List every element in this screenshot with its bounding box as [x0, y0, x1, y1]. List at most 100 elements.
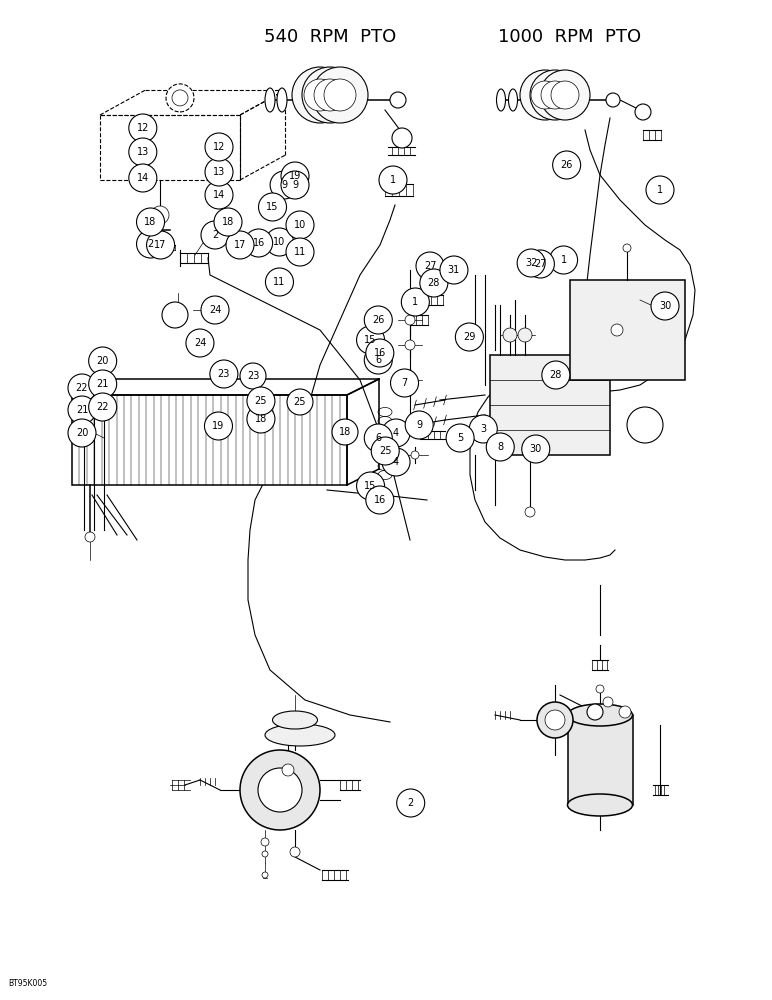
Circle shape [405, 315, 415, 325]
Circle shape [282, 764, 294, 776]
Text: 21: 21 [76, 405, 88, 415]
Text: 10: 10 [294, 220, 306, 230]
Circle shape [304, 79, 336, 111]
Circle shape [603, 697, 613, 707]
Circle shape [542, 361, 570, 389]
Circle shape [392, 128, 412, 148]
Circle shape [619, 706, 631, 718]
Circle shape [166, 84, 194, 112]
Text: 26: 26 [560, 160, 573, 170]
Circle shape [68, 374, 96, 402]
Bar [72, 395, 347, 485]
Circle shape [89, 393, 117, 421]
Text: 6: 6 [375, 433, 381, 443]
Circle shape [286, 211, 314, 239]
Circle shape [525, 507, 535, 517]
Text: 23: 23 [218, 369, 230, 379]
Circle shape [245, 229, 273, 257]
Circle shape [405, 411, 433, 439]
Text: 31: 31 [448, 265, 460, 275]
Circle shape [247, 405, 275, 433]
Text: 24: 24 [194, 338, 206, 348]
Circle shape [550, 246, 577, 274]
Text: 15: 15 [364, 481, 377, 491]
Circle shape [541, 81, 569, 109]
Circle shape [89, 370, 117, 398]
Text: 28: 28 [550, 370, 562, 380]
Circle shape [405, 375, 415, 385]
Circle shape [545, 710, 565, 730]
Text: 2: 2 [147, 239, 154, 249]
Text: 14: 14 [213, 190, 225, 200]
Circle shape [240, 750, 320, 830]
Circle shape [266, 268, 293, 296]
Ellipse shape [265, 88, 275, 112]
Circle shape [266, 228, 293, 256]
Text: 25: 25 [294, 397, 306, 407]
Text: 20: 20 [76, 428, 88, 438]
Circle shape [314, 79, 346, 111]
Circle shape [537, 702, 573, 738]
Text: 24: 24 [208, 305, 222, 315]
Text: 1: 1 [560, 255, 567, 265]
Circle shape [405, 340, 415, 350]
Circle shape [522, 435, 550, 463]
Circle shape [623, 244, 631, 252]
Text: 12: 12 [137, 123, 149, 133]
Text: 22: 22 [96, 402, 109, 412]
Circle shape [162, 302, 188, 328]
Text: 29: 29 [463, 332, 476, 342]
Circle shape [520, 70, 570, 120]
Ellipse shape [277, 88, 287, 112]
Circle shape [89, 347, 117, 375]
Circle shape [646, 176, 674, 204]
Circle shape [486, 433, 514, 461]
Ellipse shape [509, 89, 517, 111]
Circle shape [240, 363, 266, 389]
Circle shape [261, 838, 269, 846]
Ellipse shape [567, 794, 632, 816]
Circle shape [587, 704, 603, 720]
Circle shape [527, 250, 554, 278]
Circle shape [214, 208, 242, 236]
Circle shape [172, 90, 188, 106]
Circle shape [411, 451, 419, 459]
Text: 20: 20 [96, 356, 109, 366]
Circle shape [262, 872, 268, 878]
Circle shape [205, 158, 233, 186]
Circle shape [137, 230, 164, 258]
Circle shape [364, 346, 392, 374]
Circle shape [382, 419, 410, 447]
Circle shape [151, 206, 169, 224]
Circle shape [205, 412, 232, 440]
Text: 9: 9 [416, 420, 422, 430]
Circle shape [553, 151, 581, 179]
Text: 15: 15 [364, 335, 377, 345]
Circle shape [411, 426, 419, 434]
Circle shape [551, 81, 579, 109]
Text: 16: 16 [252, 238, 265, 248]
Circle shape [446, 424, 474, 452]
Text: 9: 9 [281, 180, 287, 190]
Circle shape [68, 396, 96, 424]
Text: 15: 15 [266, 202, 279, 212]
Circle shape [332, 419, 358, 445]
Text: 16: 16 [374, 495, 386, 505]
Circle shape [540, 70, 590, 120]
Circle shape [286, 238, 314, 266]
Circle shape [364, 424, 392, 452]
Circle shape [503, 328, 517, 342]
Text: 21: 21 [96, 379, 109, 389]
Circle shape [129, 164, 157, 192]
Circle shape [258, 768, 302, 812]
Text: 17: 17 [234, 240, 246, 250]
Circle shape [366, 486, 394, 514]
Circle shape [627, 407, 663, 443]
Text: 1: 1 [390, 175, 396, 185]
Circle shape [281, 162, 309, 190]
Circle shape [247, 387, 275, 415]
Text: 10: 10 [273, 237, 286, 247]
Text: 22: 22 [76, 383, 88, 393]
Text: 25: 25 [255, 396, 267, 406]
Circle shape [596, 685, 604, 693]
